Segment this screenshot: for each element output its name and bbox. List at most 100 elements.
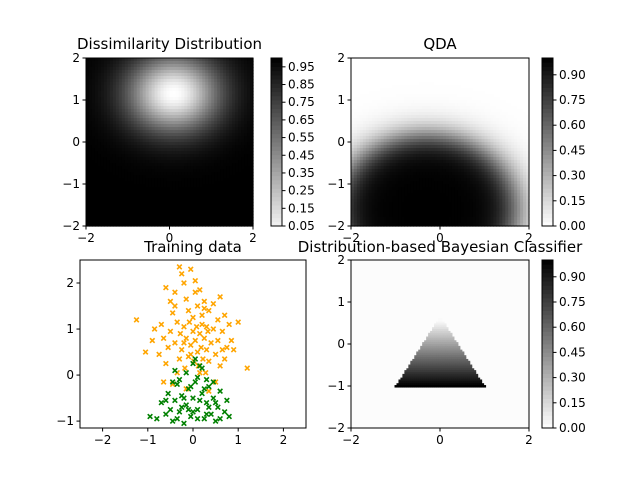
- dissimilarity-heat-cell: [106, 211, 111, 215]
- qda-heat-cell: [454, 58, 459, 62]
- qda-heat-cell: [389, 88, 394, 92]
- qda-heat-cell: [353, 142, 358, 146]
- dissimilarity-heat-cell: [136, 124, 141, 128]
- dissimilarity-heat-cell: [106, 193, 111, 197]
- qda-heat-cell: [413, 133, 417, 137]
- dissimilarity-heat-cell: [112, 178, 117, 182]
- dissimilarity-heat-cell: [181, 184, 186, 188]
- dissimilarity-heat-cell: [181, 70, 186, 74]
- qda-heat-cell: [383, 118, 388, 122]
- dissimilarity-heat-cell: [145, 166, 150, 170]
- dissimilarity-heat-cell: [181, 121, 186, 125]
- dissimilarity-heat-cell: [187, 61, 191, 65]
- dissimilarity-heat-cell: [100, 223, 105, 227]
- dissimilarity-heat-cell: [139, 79, 144, 83]
- dissimilarity-heat-cell: [160, 175, 165, 179]
- qda-heat-cell: [499, 112, 503, 116]
- qda-heat-cell: [451, 145, 456, 149]
- dissimilarity-heat-cell: [121, 91, 126, 95]
- dissimilarity-heat-cell: [109, 76, 114, 80]
- qda-heat-cell: [359, 91, 364, 95]
- dissimilarity-heat-cell: [106, 73, 111, 77]
- qda-heat-cell: [448, 64, 453, 68]
- dissimilarity-heat-cell: [187, 94, 191, 98]
- dissimilarity-heat-cell: [220, 58, 224, 62]
- dissimilarity-heat-cell: [244, 130, 248, 134]
- dissimilarity-heat-cell: [91, 181, 96, 185]
- qda-heat-cell: [490, 67, 494, 71]
- qda-heat-cell: [404, 67, 408, 71]
- dissimilarity-heat-cell: [205, 91, 209, 95]
- dissimilarity-heat-cell: [109, 91, 114, 95]
- qda-heat-cell: [448, 103, 453, 107]
- dissimilarity-heat-cell: [175, 142, 180, 146]
- dissimilarity-colorbar-band: [271, 213, 282, 219]
- qda-heat-cell: [431, 94, 435, 98]
- qda-heat-cell: [514, 97, 518, 101]
- dissimilarity-heat-cell: [109, 148, 114, 152]
- qda-heat-cell: [362, 94, 367, 98]
- dissimilarity-heat-cell: [121, 79, 126, 83]
- dissimilarity-heat-cell: [202, 166, 206, 170]
- dissimilarity-heat-cell: [238, 184, 242, 188]
- dissimilarity-heat-cell: [202, 169, 206, 173]
- dissimilarity-heat-cell: [214, 142, 218, 146]
- dissimilarity-heat-cell: [97, 121, 102, 125]
- qda-heat-cell: [419, 106, 423, 110]
- dissimilarity-heat-cell: [166, 76, 171, 80]
- qda-heat-cell: [425, 139, 429, 143]
- dissimilarity-heat-cell: [100, 145, 105, 149]
- qda-heat-cell: [371, 142, 376, 146]
- dissimilarity-heat-cell: [193, 175, 197, 179]
- dissimilarity-heat-cell: [217, 157, 221, 161]
- dissimilarity-heat-cell: [217, 79, 221, 83]
- dissimilarity-heat-cell: [202, 184, 206, 188]
- dissimilarity-heat-cell: [217, 199, 221, 203]
- qda-heat-cell: [401, 112, 405, 116]
- dissimilarity-heat-cell: [106, 145, 111, 149]
- dissimilarity-heat-cell: [106, 181, 111, 185]
- qda-heat-cell: [514, 67, 518, 71]
- dissimilarity-heat-cell: [250, 97, 254, 101]
- dissimilarity-heat-cell: [244, 61, 248, 65]
- qda-heat-cell: [472, 124, 477, 128]
- dissimilarity-heat-cell: [211, 193, 215, 197]
- dissimilarity-heat-cell: [148, 121, 153, 125]
- dissimilarity-heat-cell: [244, 91, 248, 95]
- dissimilarity-heat-cell: [97, 76, 102, 80]
- dissimilarity-heat-cell: [139, 70, 144, 74]
- dissimilarity-heat-cell: [184, 112, 188, 116]
- dissimilarity-heat-cell: [100, 202, 105, 206]
- qda-heat-cell: [359, 145, 364, 149]
- dissimilarity-heat-cell: [127, 115, 132, 119]
- qda-heat-cell: [442, 133, 447, 137]
- qda-heat-cell: [398, 94, 403, 98]
- qda-heat-cell: [404, 121, 408, 125]
- qda-heat-cell: [398, 61, 403, 65]
- dissimilarity-heat-cell: [193, 223, 197, 227]
- dissimilarity-heat-cell: [169, 175, 174, 179]
- qda-heat-cell: [469, 109, 474, 113]
- dissimilarity-heat-cell: [121, 139, 126, 143]
- dissimilarity-heat-cell: [211, 133, 215, 137]
- dissimilarity-heat-cell: [106, 157, 111, 161]
- qda-heat-cell: [520, 85, 524, 89]
- qda-heat-cell: [422, 109, 426, 113]
- dissimilarity-heat-cell: [235, 73, 239, 77]
- dissimilarity-heat-cell: [181, 127, 186, 131]
- qda-heat-cell: [368, 136, 373, 140]
- dissimilarity-heat-cell: [244, 142, 248, 146]
- dissimilarity-heat-cell: [97, 70, 102, 74]
- qda-heat-cell: [410, 76, 414, 80]
- qda-heat-cell: [356, 133, 361, 137]
- dissimilarity-heat-cell: [250, 121, 254, 125]
- dissimilarity-heat-cell: [169, 118, 174, 122]
- dissimilarity-heat-cell: [160, 211, 165, 215]
- dissimilarity-heat-cell: [250, 76, 254, 80]
- qda-heat-cell: [365, 91, 370, 95]
- dissimilarity-heat-cell: [166, 178, 171, 182]
- qda-heat-cell: [404, 58, 408, 62]
- dissimilarity-heat-cell: [163, 109, 168, 113]
- dissimilarity-heat-cell: [217, 163, 221, 167]
- dissimilarity-heat-cell: [217, 202, 221, 206]
